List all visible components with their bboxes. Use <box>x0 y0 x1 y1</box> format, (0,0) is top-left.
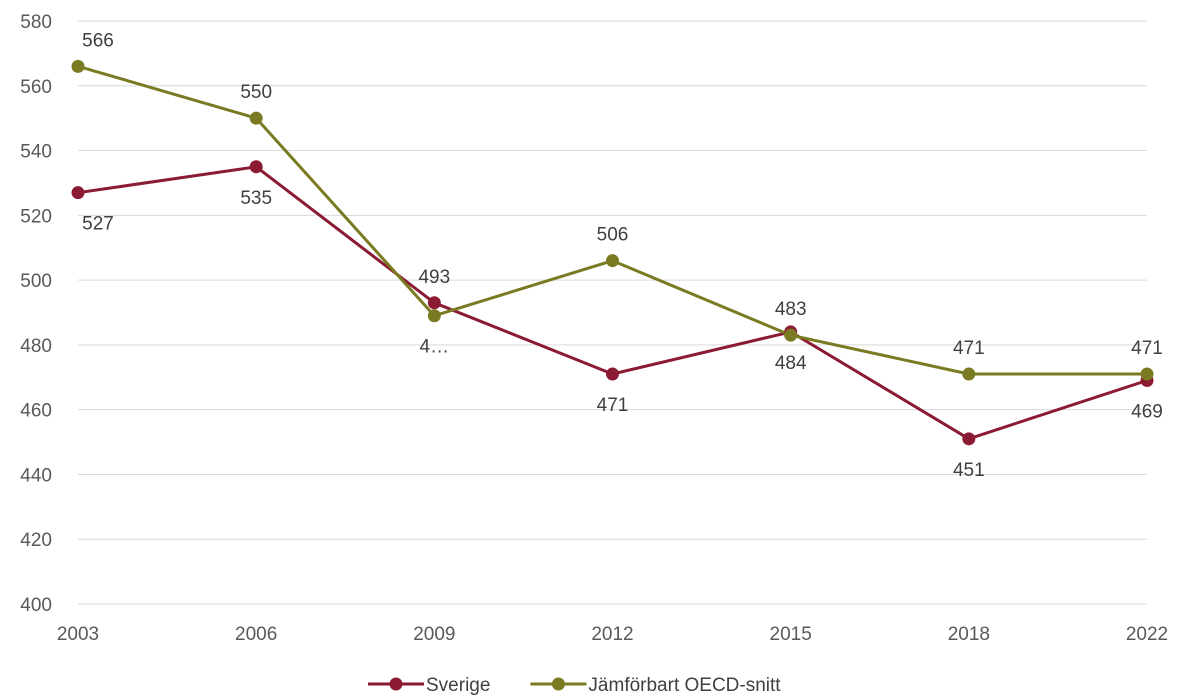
data-label-1-2018: 471 <box>953 338 985 359</box>
data-label-1-2006: 550 <box>240 82 272 103</box>
series-lines <box>77 64 1148 441</box>
y-axis: 400 420 440 460 480 500 520 540 560 580 <box>20 12 52 616</box>
data-point-1-2012 <box>606 254 619 268</box>
y-tick-label-580: 580 <box>20 12 52 33</box>
legend-marker-0 <box>389 677 403 691</box>
y-tick-label-420: 420 <box>20 530 52 551</box>
series-line-1 <box>77 64 1147 376</box>
x-tick-label-2022: 2022 <box>1126 624 1168 645</box>
y-tick-label-540: 540 <box>20 142 52 163</box>
data-label-0-2006: 535 <box>240 188 272 209</box>
data-point-0-2006 <box>249 160 263 174</box>
x-tick-label-2006: 2006 <box>235 624 277 645</box>
x-axis: 2003 2006 2009 2012 2015 2018 2022 <box>57 624 1168 645</box>
legend-label-1: Jämförbart OECD-snitt <box>588 675 781 696</box>
y-tick-label-460: 460 <box>20 401 52 422</box>
y-tick-label-500: 500 <box>20 271 52 292</box>
data-label-0-2012: 471 <box>597 395 629 416</box>
x-tick-label-2009: 2009 <box>413 624 455 645</box>
y-tick-label-440: 440 <box>20 465 52 486</box>
data-point-0-2003 <box>71 186 85 200</box>
data-point-1-2003 <box>71 59 85 73</box>
y-tick-label-400: 400 <box>20 595 52 616</box>
data-label-1-2022: 471 <box>1131 338 1163 359</box>
x-tick-label-2012: 2012 <box>591 624 633 645</box>
data-point-1-2006 <box>249 111 263 125</box>
x-tick-label-2015: 2015 <box>770 624 812 645</box>
gridlines <box>78 20 1147 605</box>
data-label-0-2022: 469 <box>1131 402 1163 423</box>
x-tick-label-2018: 2018 <box>948 624 990 645</box>
data-point-0-2018 <box>962 432 976 446</box>
data-label-0-2003: 527 <box>82 214 114 235</box>
y-tick-label-520: 520 <box>20 206 52 227</box>
legend-item-0: Sverige <box>368 675 490 696</box>
y-tick-label-480: 480 <box>20 336 52 357</box>
data-point-1-2022 <box>1140 367 1154 381</box>
data-point-0-2009 <box>427 296 441 310</box>
data-label-1-2009: 4… <box>420 337 450 358</box>
data-label-1-2012: 506 <box>597 225 629 246</box>
data-label-0-2009: 493 <box>418 267 450 288</box>
data-point-1-2009 <box>427 309 441 323</box>
data-point-0-2012 <box>606 367 619 381</box>
data-label-0-2015: 484 <box>775 353 807 374</box>
legend-label-0: Sverige <box>426 675 490 696</box>
series-points <box>71 59 1154 446</box>
data-point-1-2015 <box>784 328 798 342</box>
legend-marker-1 <box>551 677 565 691</box>
data-label-1-2015: 483 <box>775 299 807 320</box>
data-label-1-2003: 566 <box>82 30 114 51</box>
y-tick-label-560: 560 <box>20 77 52 98</box>
data-point-1-2018 <box>962 367 976 381</box>
legend: Sverige Jämförbart OECD-snitt <box>368 675 781 696</box>
x-tick-label-2003: 2003 <box>57 624 99 645</box>
legend-item-1: Jämförbart OECD-snitt <box>530 675 781 696</box>
data-labels: 527 535 493 471 484 451 469 566 550 4… 506 483 471 47… <box>82 30 1163 480</box>
data-label-0-2018: 451 <box>953 460 985 481</box>
